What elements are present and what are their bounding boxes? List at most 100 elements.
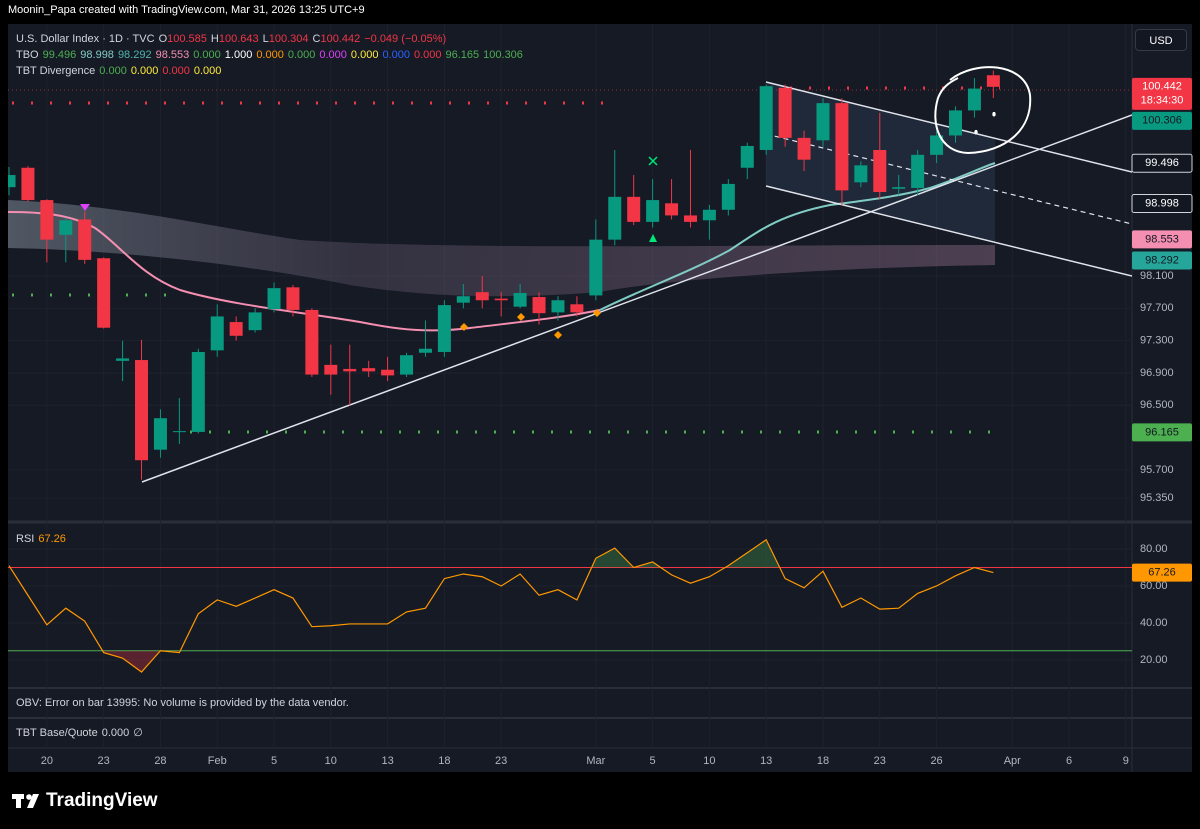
symbol-title: U.S. Dollar Index · 1D · TVC (16, 33, 155, 45)
x-tick-label: Mar (586, 755, 605, 767)
ohlc-label: L (262, 33, 269, 45)
rsi-name: RSI (16, 533, 35, 545)
x-tick-label: 28 (154, 755, 166, 767)
candle-body (835, 103, 849, 191)
indicator-value: 1.000 (224, 49, 253, 61)
candle-body (381, 369, 395, 376)
candle-body (873, 149, 887, 192)
rsi-value: 67.26 (38, 533, 66, 545)
x-tick-label: Apr (1004, 755, 1021, 767)
x-tick-label: 9 (1123, 755, 1129, 767)
indicator-value: 100.306 (483, 49, 523, 61)
base-quote-legend: TBT Base/Quote 0.000 ∅ (16, 726, 147, 740)
indicator-value: 98.553 (155, 49, 190, 61)
price-tag (1132, 77, 1192, 110)
moving-average (599, 162, 996, 311)
x-tick-label: 18 (817, 755, 829, 767)
y-tick-label: 60.00 (1140, 580, 1168, 592)
cloud (8, 200, 995, 297)
oversold-fill (102, 650, 181, 673)
candle-body (400, 355, 414, 375)
annotations (80, 66, 1032, 339)
y-tick-label: 20.00 (1140, 654, 1168, 666)
ohlc-label: H (210, 33, 219, 45)
y-tick-label: 98.100 (1140, 270, 1174, 282)
candle-body (797, 137, 811, 160)
candle-body (59, 220, 73, 235)
candle-body (665, 203, 679, 216)
rsi-tag (1132, 563, 1192, 582)
ohlc-value: 100.585 (167, 33, 207, 45)
ohlc-label: O (158, 33, 168, 45)
marker (593, 309, 601, 317)
candle-body (286, 287, 300, 310)
candle-body (248, 312, 262, 331)
indicator-value: 0.000 (350, 49, 379, 61)
candle-body (343, 368, 357, 372)
rsi-legend: RSI 67.26 (16, 532, 70, 546)
x-tick-label: 18 (438, 755, 450, 767)
indicator-value: 96.165 (445, 49, 480, 61)
y-tick-label: 40.00 (1140, 617, 1168, 629)
candle-body (683, 215, 697, 222)
price-tag-label: 98.553 (1145, 233, 1179, 245)
y-tick-label: 97.700 (1140, 302, 1174, 314)
change: −0.049 (−0.05%) (364, 33, 447, 45)
candle-body (702, 209, 716, 221)
top-strip (0, 0, 1200, 24)
currency-button[interactable]: USD (1135, 29, 1187, 51)
candle-body (21, 167, 35, 201)
x-tick-label: 20 (41, 755, 53, 767)
ohlc-label: C (312, 33, 321, 45)
candle-body (97, 258, 111, 328)
x-tick-label: 23 (874, 755, 886, 767)
pane-value: 0.000 (101, 727, 130, 739)
indicator-value: 0.000 (193, 65, 222, 77)
candle-body (135, 360, 149, 461)
x-tick-label: 26 (930, 755, 942, 767)
candle-body (40, 200, 54, 240)
candle-body (191, 351, 205, 432)
candle-body (78, 219, 92, 260)
y-tick-label: 96.900 (1140, 367, 1174, 379)
candle-body (570, 304, 584, 313)
candle-body (229, 322, 243, 336)
candle-body (949, 110, 962, 136)
marker (554, 331, 562, 339)
x-tick-label: 23 (495, 755, 507, 767)
price-tag-label: 100.306 (1142, 115, 1182, 127)
x-tick-label: 23 (98, 755, 110, 767)
candle-body (362, 368, 376, 372)
logo (12, 794, 39, 808)
candle-body (532, 297, 546, 314)
ohlc-value: 100.643 (218, 33, 259, 45)
candle-body (418, 348, 432, 353)
candle-body (456, 296, 470, 303)
price-tag (1132, 423, 1192, 442)
y-tick-label: 96.500 (1140, 399, 1174, 411)
y-tick-label: 97.300 (1140, 335, 1174, 347)
candle-body (627, 196, 641, 222)
candle-body (608, 196, 622, 240)
price-tag (1132, 111, 1192, 130)
candle-body (513, 292, 527, 307)
indicator-value: 0.000 (287, 49, 316, 61)
x-tick-label: 6 (1066, 755, 1072, 767)
candle-body (911, 154, 925, 188)
x-tick-label: 13 (760, 755, 772, 767)
marker (517, 313, 525, 321)
candle-body (116, 358, 130, 361)
candle-body (8, 175, 16, 188)
candle-body (172, 431, 186, 433)
price-tag (1131, 153, 1193, 173)
candle-body (324, 364, 338, 375)
price-tag (1132, 251, 1192, 270)
pane-name: TBT Base/Quote (16, 727, 98, 739)
indicator-value: 0.000 (256, 49, 284, 61)
price-tag-label: 99.496 (1145, 157, 1179, 169)
indicator-value: 0.000 (382, 49, 410, 61)
candle-body (153, 418, 167, 450)
candle-body (646, 200, 660, 222)
